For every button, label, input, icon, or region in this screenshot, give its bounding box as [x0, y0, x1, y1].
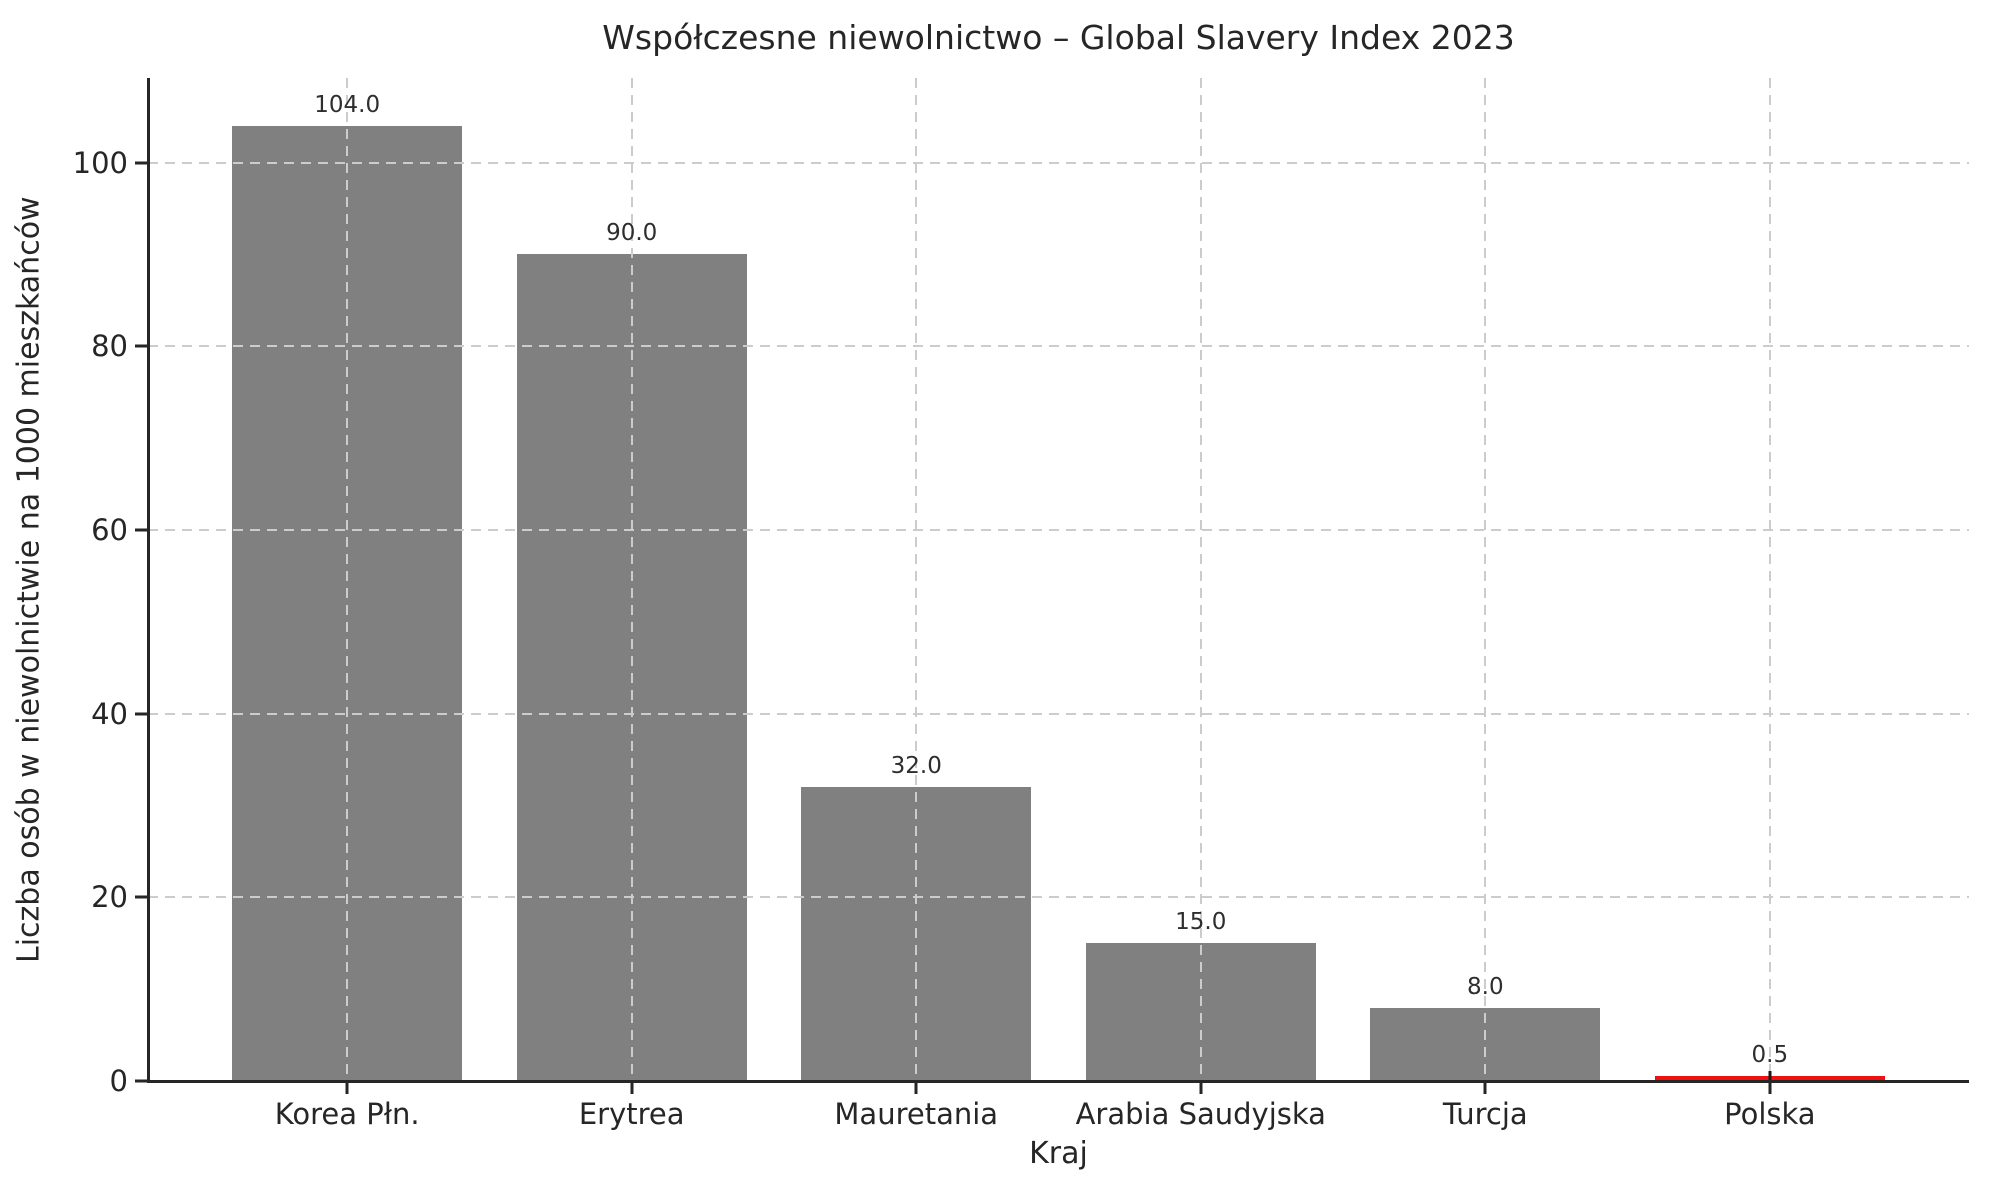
x-tick-mark-4: [1483, 1082, 1487, 1094]
x-tick-inner-5: [1768, 1071, 1772, 1081]
gridline-y-100: [148, 161, 1969, 164]
y-tick-label-80: 80: [91, 329, 128, 364]
y-tick-label-100: 100: [72, 145, 128, 180]
y-tick-mark-80: [135, 344, 148, 348]
y-axis-spine: [146, 78, 150, 1083]
x-axis-spine: [146, 1079, 1969, 1083]
gridline-x-2: [915, 78, 918, 1081]
x-tick-label-1: Erytrea: [578, 1097, 685, 1131]
gridline-y-20: [148, 896, 1969, 899]
x-tick-mark-0: [345, 1082, 349, 1094]
bar-value-label-2: 32.0: [890, 753, 942, 780]
gridline-x-3: [1199, 78, 1202, 1081]
x-tick-mark-2: [914, 1082, 918, 1094]
bar-value-label-3: 15.0: [1175, 909, 1227, 936]
y-tick-label-20: 20: [91, 880, 128, 915]
y-tick-label-60: 60: [91, 512, 128, 547]
bar-value-label-4: 8.0: [1467, 973, 1504, 1000]
x-tick-label-0: Korea Płn.: [274, 1097, 420, 1131]
gridline-y-60: [148, 528, 1969, 531]
gridline-y-80: [148, 345, 1969, 348]
x-tick-label-5: Polska: [1724, 1097, 1816, 1131]
y-tick-label-0: 0: [109, 1064, 128, 1098]
y-tick-mark-0: [135, 1079, 148, 1083]
y-tick-mark-60: [135, 528, 148, 532]
plot-area: 104.0 90.0 32.0 15.0 8.0 0.5: [146, 78, 1969, 1083]
chart-title: Współczesne niewolnictwo – Global Slaver…: [602, 18, 1515, 57]
y-tick-mark-40: [135, 712, 148, 716]
gridline-x-4: [1484, 78, 1487, 1081]
gridline-x-5: [1768, 78, 1771, 1081]
gridline-y-40: [148, 712, 1969, 715]
x-tick-mark-3: [1199, 1082, 1203, 1094]
gridline-x-1: [630, 78, 633, 1081]
x-axis-label: Kraj: [1029, 1136, 1088, 1171]
y-axis-label: Liczba osób w niewolnictwie na 1000 mies…: [11, 196, 47, 963]
x-tick-mark-1: [630, 1082, 634, 1094]
bar-value-label-0: 104.0: [314, 91, 381, 118]
x-tick-label-3: Arabia Saudyjska: [1075, 1097, 1326, 1131]
bar-value-label-5: 0.5: [1751, 1042, 1789, 1069]
x-tick-label-4: Turcja: [1442, 1097, 1528, 1131]
bar-value-label-1: 90.0: [606, 220, 658, 247]
y-tick-mark-100: [135, 161, 148, 164]
y-tick-mark-20: [135, 895, 148, 899]
x-tick-label-2: Mauretania: [834, 1097, 999, 1131]
y-tick-label-40: 40: [91, 696, 128, 731]
x-tick-mark-5: [1768, 1082, 1772, 1094]
gridline-x-0: [346, 78, 349, 1081]
